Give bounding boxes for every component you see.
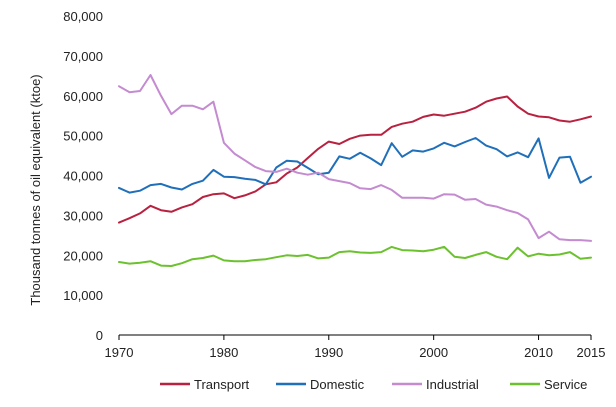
y-tick-label: 0	[96, 328, 103, 343]
x-axis-ticks: 1970 1980 1990 2000 2010 2015	[105, 335, 606, 360]
x-tick-label: 2000	[419, 345, 448, 360]
y-tick-label: 40,000	[63, 169, 103, 184]
y-tick-label: 30,000	[63, 208, 103, 223]
y-axis-title: Thousand tonnes of oil equivalent (ktoe)	[28, 74, 43, 305]
legend-label-transport: Transport	[194, 377, 250, 392]
series-line-domestic	[118, 137, 592, 194]
series-line-industrial	[118, 74, 592, 242]
y-tick-label: 80,000	[63, 9, 103, 24]
y-tick-label: 50,000	[63, 129, 103, 144]
y-tick-label: 60,000	[63, 89, 103, 104]
x-tick-label: 1980	[209, 345, 238, 360]
series-line-transport	[118, 95, 592, 224]
x-tick-label: 2010	[524, 345, 553, 360]
series-lines	[118, 74, 592, 267]
y-axis-ticks: 0 10,000 20,000 30,000 40,000 50,000 60,000 70,…	[63, 9, 103, 343]
legend-label-service: Service	[544, 377, 587, 392]
y-tick-label: 20,000	[63, 248, 103, 263]
legend: Transport Domestic Industrial Service	[160, 377, 587, 392]
x-tick-label: 1970	[105, 345, 134, 360]
y-tick-label: 70,000	[63, 49, 103, 64]
legend-label-domestic: Domestic	[310, 377, 365, 392]
series-line-service	[118, 245, 592, 267]
x-tick-label: 1990	[314, 345, 343, 360]
legend-label-industrial: Industrial	[426, 377, 479, 392]
x-tick-label: 2015	[577, 345, 606, 360]
y-tick-label: 10,000	[63, 288, 103, 303]
